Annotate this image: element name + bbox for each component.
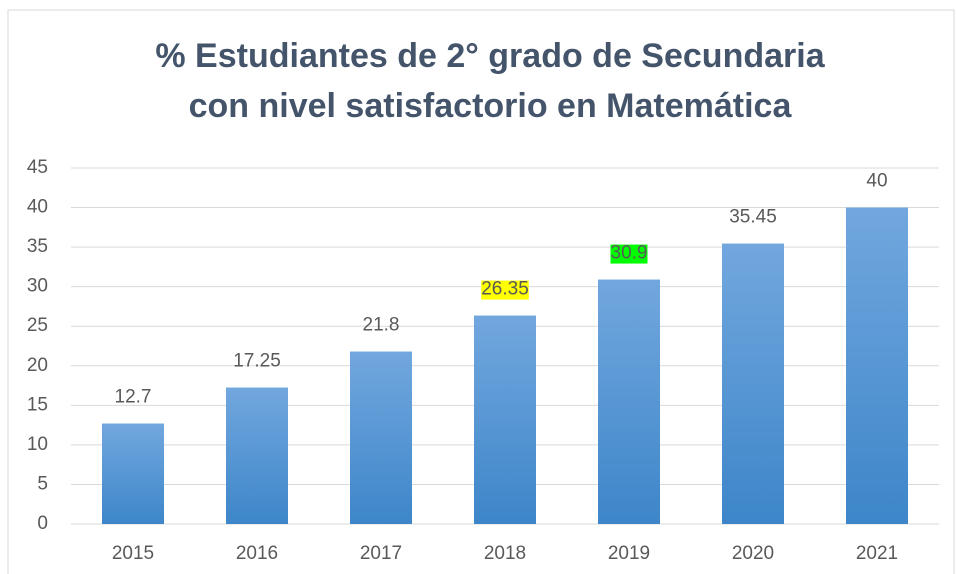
x-tick-label: 2016 <box>236 543 278 564</box>
x-tick-label: 2021 <box>856 543 898 564</box>
bar <box>846 207 908 525</box>
y-tick-label: 5 <box>37 473 48 494</box>
value-label: 17.25 <box>233 351 281 372</box>
y-tick-label: 20 <box>27 355 48 376</box>
value-label: 12.7 <box>115 387 152 408</box>
bar <box>226 387 288 524</box>
x-tick-label: 2018 <box>484 543 526 564</box>
bar <box>722 243 784 524</box>
y-tick-label: 40 <box>27 197 48 218</box>
x-tick-label: 2015 <box>112 543 154 564</box>
bar <box>598 279 660 524</box>
value-label: 26.35 <box>481 279 529 300</box>
bar <box>102 423 164 524</box>
y-tick-label: 0 <box>37 513 48 534</box>
y-tick-label: 30 <box>27 276 48 297</box>
y-tick-label: 25 <box>27 315 48 336</box>
x-tick-label: 2020 <box>732 543 774 564</box>
chart-title: % Estudiantes de 2° grado de Secundaria <box>155 37 825 75</box>
value-label: 40 <box>866 171 887 192</box>
value-label-highlight <box>610 244 648 264</box>
chart-title: con nivel satisfactorio en Matemática <box>189 87 793 125</box>
value-label: 30.9 <box>611 243 648 264</box>
y-tick-label: 15 <box>27 394 48 415</box>
x-tick-label: 2017 <box>360 543 402 564</box>
bar <box>350 351 412 524</box>
y-tick-label: 10 <box>27 434 48 455</box>
value-label-highlight <box>481 280 529 300</box>
value-label: 21.8 <box>363 315 400 336</box>
y-tick-label: 35 <box>27 236 48 257</box>
x-tick-label: 2019 <box>608 543 650 564</box>
bar <box>474 315 536 524</box>
value-label: 35.45 <box>729 207 777 228</box>
y-tick-label: 45 <box>27 157 48 178</box>
